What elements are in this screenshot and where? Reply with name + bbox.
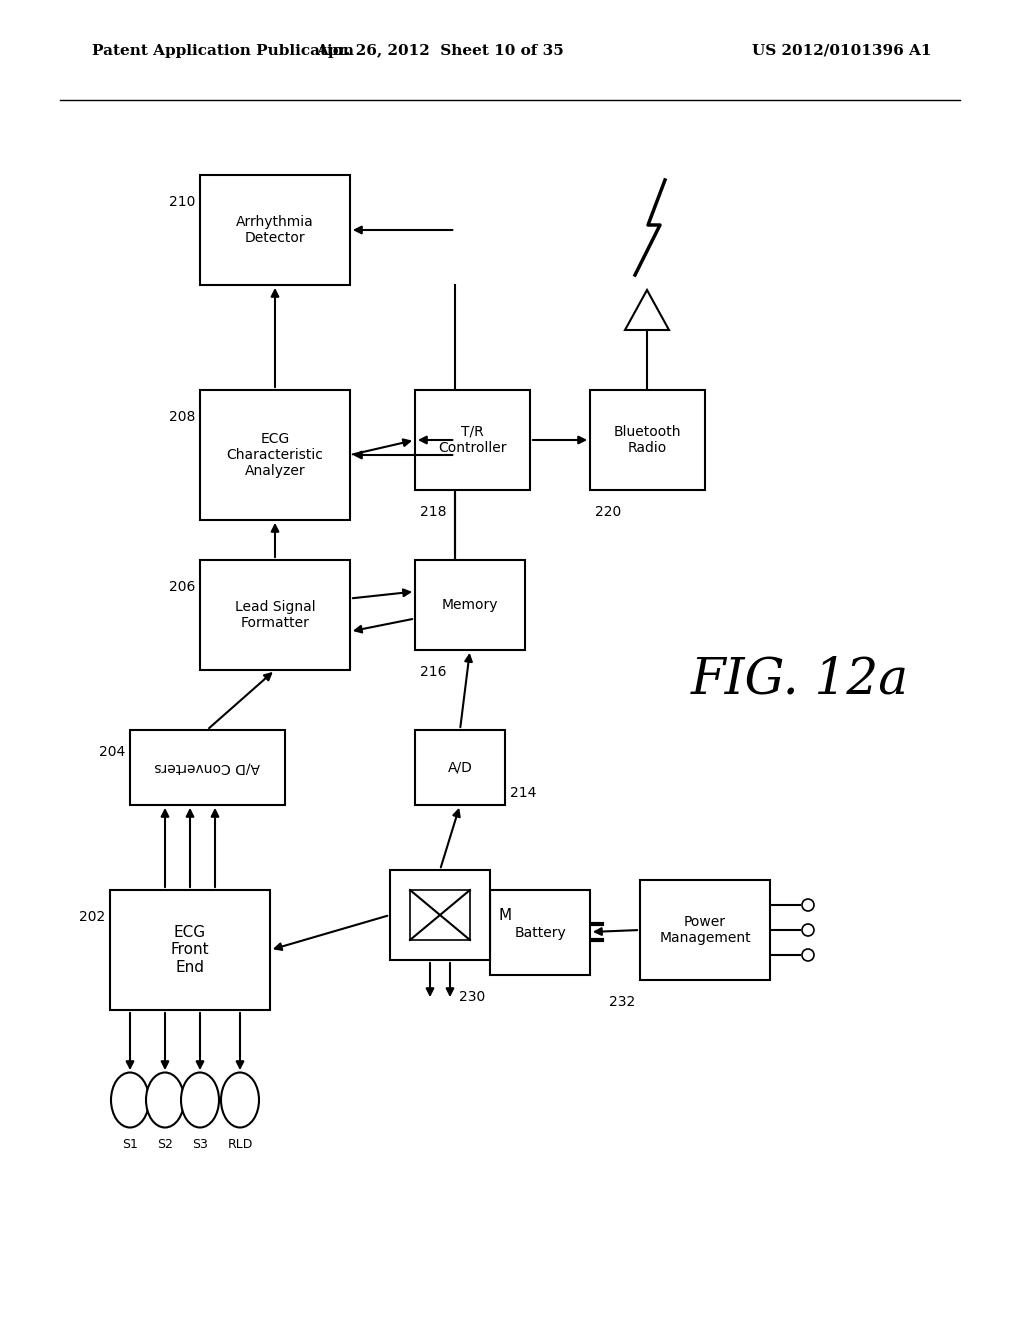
Bar (410, 890, 470, 940)
Text: A/D Converters: A/D Converters (155, 760, 260, 775)
Text: T/R
Controller: T/R Controller (438, 425, 507, 455)
Text: 210: 210 (169, 195, 195, 209)
Text: 202: 202 (79, 909, 105, 924)
Text: S3: S3 (193, 1138, 208, 1151)
Text: S2: S2 (157, 1138, 173, 1151)
Text: 232: 232 (608, 995, 635, 1008)
Circle shape (802, 899, 814, 911)
Text: M: M (498, 908, 511, 923)
Text: 208: 208 (169, 411, 195, 424)
Bar (200, 389, 350, 520)
Text: Power
Management: Power Management (659, 915, 751, 945)
Text: 216: 216 (420, 665, 446, 678)
Bar (415, 730, 505, 805)
Text: Bluetooth
Radio: Bluetooth Radio (613, 425, 681, 455)
Bar (200, 176, 350, 285)
Text: 204: 204 (98, 744, 125, 759)
Text: Patent Application Publication: Patent Application Publication (92, 44, 354, 58)
Text: 220: 220 (595, 506, 622, 519)
Text: Lead Signal
Formatter: Lead Signal Formatter (234, 599, 315, 630)
Bar (415, 389, 530, 490)
Text: 218: 218 (420, 506, 446, 519)
Bar (200, 560, 350, 671)
Circle shape (802, 924, 814, 936)
Bar (390, 870, 490, 960)
Text: ECG
Front
End: ECG Front End (171, 925, 209, 975)
Bar (130, 730, 285, 805)
Bar (640, 880, 770, 979)
Text: S1: S1 (122, 1138, 138, 1151)
Text: 206: 206 (169, 579, 195, 594)
Text: 230: 230 (459, 990, 485, 1005)
Text: Arrhythmia
Detector: Arrhythmia Detector (237, 215, 314, 246)
Bar (110, 890, 270, 1010)
Text: Battery: Battery (514, 925, 566, 940)
Bar (415, 560, 525, 649)
Text: US 2012/0101396 A1: US 2012/0101396 A1 (753, 44, 932, 58)
Ellipse shape (221, 1072, 259, 1127)
Ellipse shape (181, 1072, 219, 1127)
Bar (490, 890, 590, 975)
Circle shape (802, 949, 814, 961)
Text: Apr. 26, 2012  Sheet 10 of 35: Apr. 26, 2012 Sheet 10 of 35 (316, 44, 564, 58)
Text: A/D: A/D (447, 760, 472, 775)
Ellipse shape (146, 1072, 184, 1127)
Text: RLD: RLD (227, 1138, 253, 1151)
Bar (590, 389, 705, 490)
Text: FIG. 12a: FIG. 12a (691, 655, 909, 705)
Text: ECG
Characteristic
Analyzer: ECG Characteristic Analyzer (226, 432, 324, 478)
Text: Memory: Memory (441, 598, 499, 612)
Ellipse shape (111, 1072, 150, 1127)
Text: 214: 214 (510, 785, 537, 800)
